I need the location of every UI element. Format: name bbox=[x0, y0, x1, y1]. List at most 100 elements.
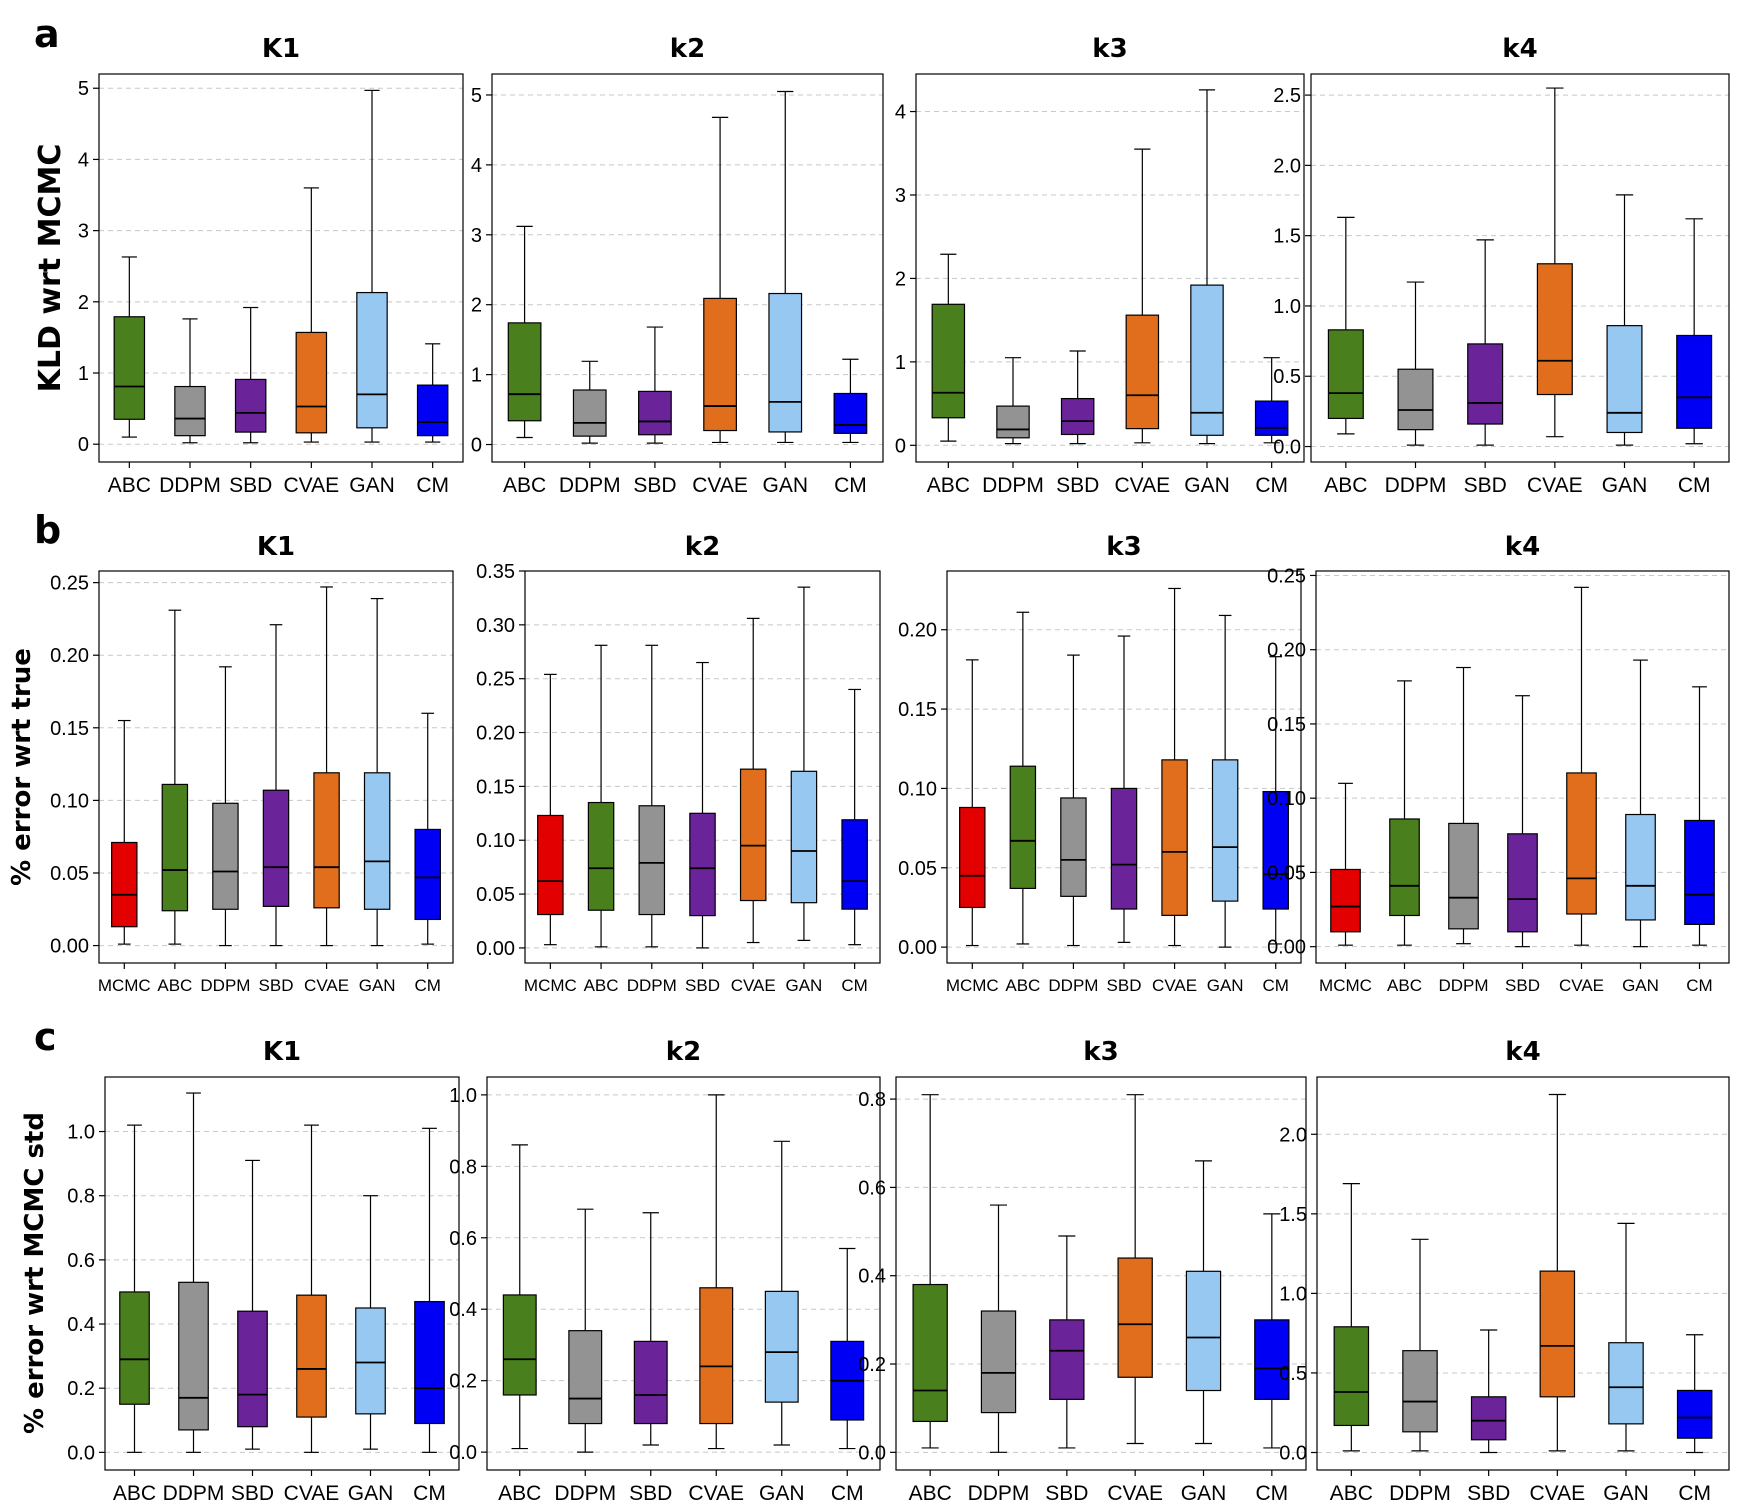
chart-b-k1: 0.00 0.05 0.10 0.15 0.20 0.25 MCMC ABC DDPM SBD CV… bbox=[50, 532, 454, 995]
x-tick-label: CM bbox=[834, 474, 867, 497]
y-tick-label: 4 bbox=[471, 155, 482, 177]
plot-frame bbox=[98, 570, 454, 964]
iqr-box bbox=[1608, 1342, 1644, 1425]
plot-frame bbox=[946, 570, 1302, 964]
y-tick-label: 4 bbox=[78, 149, 89, 171]
y-tick-label: 3 bbox=[471, 225, 482, 247]
y-tick-label: 0.05 bbox=[50, 863, 89, 885]
x-tick-label: GAN bbox=[1181, 1482, 1227, 1505]
box-sbd bbox=[689, 661, 716, 949]
y-tick-label: 0.6 bbox=[858, 1177, 886, 1199]
iqr-box bbox=[262, 789, 290, 907]
iqr-box bbox=[212, 802, 239, 910]
x-tick-label: CM bbox=[831, 1482, 864, 1505]
iqr-box bbox=[931, 303, 966, 419]
iqr-box bbox=[1125, 314, 1160, 430]
box-cvae bbox=[313, 586, 340, 947]
y-tick-label: 0.2 bbox=[67, 1378, 95, 1400]
x-tick-label: SBD bbox=[231, 1482, 274, 1505]
iqr-box bbox=[355, 1307, 386, 1415]
iqr-box bbox=[161, 783, 189, 912]
y-tick-label: 1.0 bbox=[67, 1122, 95, 1144]
chart-a-k2: 0 1 2 3 4 5 ABC DDPM SBD CVAE GAN CM k2 bbox=[471, 34, 884, 497]
y-tick-label: 0 bbox=[895, 435, 906, 457]
iqr-box bbox=[1333, 1326, 1370, 1427]
y-tick-label: 0.0 bbox=[858, 1442, 886, 1464]
y-tick-label: 1 bbox=[78, 363, 89, 385]
box-ddpm bbox=[996, 357, 1030, 445]
x-tick-label: CVAE bbox=[1559, 976, 1604, 995]
box-gan bbox=[1211, 614, 1239, 948]
x-tick-label: CVAE bbox=[1530, 1482, 1586, 1505]
x-tick-label: ABC bbox=[108, 474, 151, 497]
x-tick-label: ABC bbox=[927, 474, 970, 497]
iqr-box bbox=[1117, 1257, 1153, 1378]
y-tick-label: 1 bbox=[471, 365, 482, 387]
box-cvae bbox=[739, 617, 767, 944]
box-ddpm bbox=[572, 360, 607, 444]
iqr-box bbox=[416, 384, 449, 437]
box-abc bbox=[161, 609, 189, 945]
iqr-box bbox=[739, 768, 767, 902]
box-gan bbox=[1185, 1160, 1222, 1445]
y-tick-label: 0.35 bbox=[476, 561, 515, 583]
y-tick-label: 0.4 bbox=[858, 1266, 886, 1288]
y-tick-label: 0.00 bbox=[50, 936, 89, 958]
iqr-box bbox=[237, 1310, 268, 1428]
y-tick-label: 0.5 bbox=[1279, 1363, 1307, 1385]
y-tick-label: 2 bbox=[78, 292, 89, 314]
y-tick-label: 2.5 bbox=[1273, 85, 1301, 107]
box-cm bbox=[1676, 218, 1713, 445]
box-cvae bbox=[1125, 148, 1160, 444]
y-tick-label: 0.20 bbox=[898, 620, 937, 642]
y-tick-label: 1 bbox=[895, 352, 906, 374]
iqr-box bbox=[1190, 284, 1224, 436]
chart-c-k2: 0.0 0.2 0.4 0.6 0.8 1.0 ABC DDPM SBD CVAE GAN CM k2 bbox=[449, 1037, 881, 1505]
x-tick-label: ABC bbox=[503, 474, 546, 497]
box-ddpm bbox=[1060, 654, 1087, 947]
x-tick-label: DDPM bbox=[200, 976, 250, 995]
iqr-box bbox=[980, 1310, 1017, 1414]
box-sbd bbox=[1110, 635, 1138, 943]
y-tick-label: 0.6 bbox=[449, 1228, 477, 1250]
chart-title: k4 bbox=[1505, 532, 1540, 562]
y-tick-label: 0.00 bbox=[1267, 937, 1306, 959]
iqr-box bbox=[790, 770, 818, 904]
box-gan bbox=[1625, 659, 1656, 948]
iqr-box bbox=[764, 1290, 799, 1403]
box-sbd bbox=[234, 306, 267, 444]
box-abc bbox=[931, 253, 966, 442]
iqr-box bbox=[633, 1340, 668, 1425]
x-tick-label: SBD bbox=[229, 474, 272, 497]
iqr-box bbox=[1161, 759, 1188, 916]
x-tick-label: SBD bbox=[259, 976, 294, 995]
x-tick-label: SBD bbox=[685, 976, 720, 995]
box-sbd bbox=[1467, 239, 1504, 446]
box-cvae bbox=[1117, 1094, 1153, 1445]
iqr-box bbox=[296, 1294, 327, 1418]
y-tick-label: 1.5 bbox=[1273, 226, 1301, 248]
y-tick-label: 0.10 bbox=[50, 790, 89, 812]
x-tick-label: CM bbox=[1678, 474, 1711, 497]
iqr-box bbox=[414, 828, 441, 921]
iqr-box bbox=[1211, 759, 1239, 902]
x-tick-label: CVAE bbox=[1152, 976, 1197, 995]
iqr-box bbox=[1110, 787, 1138, 910]
iqr-box bbox=[1606, 325, 1643, 434]
box-ddpm bbox=[1448, 666, 1479, 945]
y-tick-label: 2 bbox=[471, 295, 482, 317]
y-tick-label: 0.0 bbox=[1273, 437, 1301, 459]
x-tick-label: SBD bbox=[1467, 1482, 1510, 1505]
iqr-box bbox=[1566, 772, 1597, 915]
y-tick-label: 4 bbox=[895, 102, 906, 124]
x-tick-label: ABC bbox=[584, 976, 619, 995]
box-abc bbox=[912, 1094, 948, 1449]
y-axis-label: % error wrt MCMC std bbox=[20, 1112, 50, 1434]
iqr-box bbox=[1049, 1319, 1085, 1400]
box-cm bbox=[841, 688, 868, 946]
box-cm bbox=[414, 712, 441, 945]
x-tick-label: SBD bbox=[1464, 474, 1507, 497]
x-tick-label: ABC bbox=[909, 1482, 952, 1505]
box-cvae bbox=[703, 116, 737, 444]
x-tick-label: CM bbox=[414, 976, 440, 995]
